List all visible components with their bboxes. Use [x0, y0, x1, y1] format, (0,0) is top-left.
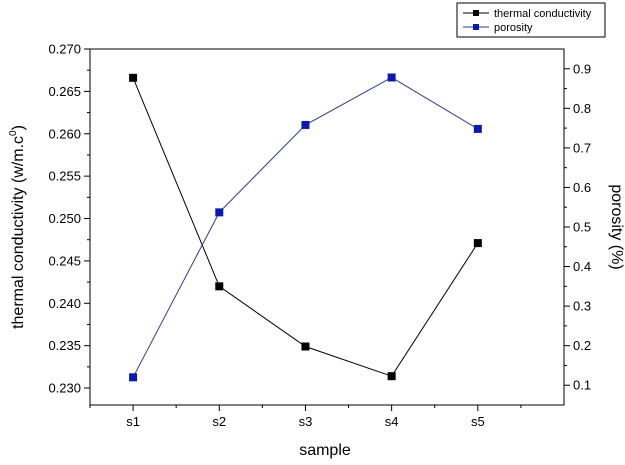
legend-label-thermal: thermal conductivity: [494, 8, 592, 20]
legend-marker-thermal: [473, 10, 479, 16]
legend-marker-porosity: [473, 24, 479, 30]
series-point-1: [129, 373, 138, 382]
plot-frame: [89, 48, 565, 406]
y-right-tick-label: 0.5: [573, 220, 591, 235]
y-right-tick-label: 0.2: [573, 338, 591, 353]
y-left-tick-label: 0.260: [48, 126, 81, 141]
y-right-tick-label: 0.9: [573, 61, 591, 76]
y-axis-right: 0.1 0.2 0.3 0.4 0.5 0.6 0.7 0.8 0.9: [564, 61, 591, 393]
y-axis-left-title-sup: 0: [8, 130, 19, 136]
y-right-tick-label: 0.3: [573, 299, 591, 314]
series-point-0: [129, 73, 138, 82]
y-left-tick-label: 0.265: [48, 84, 81, 99]
y-left-tick-label: 0.230: [48, 381, 81, 396]
y-right-tick-label: 0.6: [573, 180, 591, 195]
x-tick-label: s5: [471, 414, 485, 429]
legend-label-porosity: porosity: [494, 22, 533, 34]
x-tick-label: s3: [299, 414, 313, 429]
x-tick-label: s4: [385, 414, 399, 429]
y-left-tick-label: 0.250: [48, 211, 81, 226]
y-axis-left-title-close: ): [10, 125, 27, 130]
y-right-tick-label: 0.7: [573, 140, 591, 155]
y-left-tick-label: 0.270: [48, 42, 81, 57]
series-point-1: [301, 120, 310, 129]
x-axis: s1 s2 s3 s4 s5: [89, 405, 522, 429]
x-tick-label: s1: [126, 414, 140, 429]
series-point-0: [301, 342, 310, 351]
y-axis-left-title-main: thermal conductivity (w/m.c: [10, 136, 27, 329]
y-left-tick-label: 0.255: [48, 169, 81, 184]
y-axis-right-title: porosity (%): [608, 184, 625, 269]
y-left-tick-label: 0.245: [48, 253, 81, 268]
y-left-tick-label: 0.235: [48, 338, 81, 353]
y-right-tick-label: 0.8: [573, 101, 591, 116]
legend-box: [456, 2, 606, 38]
y-axis-left: 0.230 0.235 0.240 0.245 0.250 0.255 0.260 0.265…: [48, 42, 90, 396]
legend: thermal conductivity porosity: [456, 2, 606, 38]
y-right-tick-label: 0.1: [573, 378, 591, 393]
series-point-1: [387, 73, 396, 82]
series-point-0: [473, 239, 482, 248]
x-axis-title: sample: [299, 442, 351, 459]
series-point-1: [215, 208, 224, 217]
y-right-tick-label: 0.4: [573, 259, 591, 274]
y-axis-left-title: thermal conductivity (w/m.c0): [8, 125, 27, 329]
x-tick-label: s2: [212, 414, 226, 429]
series-point-0: [387, 372, 396, 381]
series-point-0: [215, 282, 224, 291]
series-layer: [129, 73, 482, 382]
y-left-tick-label: 0.240: [48, 296, 81, 311]
series-point-1: [473, 124, 482, 133]
